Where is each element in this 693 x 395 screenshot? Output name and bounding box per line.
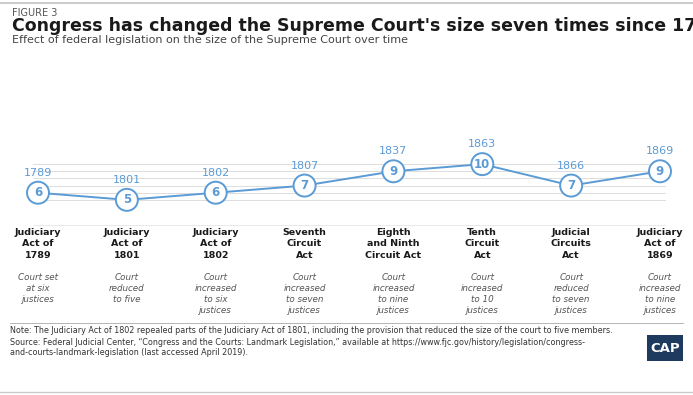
Circle shape [27,182,49,204]
Circle shape [204,182,227,204]
Text: Court
increased
to seven
justices: Court increased to seven justices [283,273,326,315]
Text: Seventh
Circuit
Act: Seventh Circuit Act [283,228,326,260]
Text: Congress has changed the Supreme Court's size seven times since 1789: Congress has changed the Supreme Court's… [12,17,693,35]
Text: 9: 9 [389,165,398,178]
Text: CAP: CAP [650,342,680,354]
FancyBboxPatch shape [647,335,683,361]
Circle shape [560,175,582,197]
Circle shape [116,189,138,211]
Text: 7: 7 [301,179,308,192]
Text: Judiciary
Act of
1802: Judiciary Act of 1802 [193,228,239,260]
Text: Effect of federal legislation on the size of the Supreme Court over time: Effect of federal legislation on the siz… [12,35,408,45]
Text: Court set
at six
justices: Court set at six justices [18,273,58,304]
Text: 1802: 1802 [202,168,230,178]
Text: Court
increased
to nine
justices: Court increased to nine justices [372,273,414,315]
Text: FIGURE 3: FIGURE 3 [12,8,58,18]
Text: Court
reduced
to seven
justices: Court reduced to seven justices [552,273,590,315]
Text: Court
increased
to six
justices: Court increased to six justices [195,273,237,315]
Circle shape [471,153,493,175]
Text: Court
increased
to 10
justices: Court increased to 10 justices [461,273,504,315]
Text: Tenth
Circuit
Act: Tenth Circuit Act [465,228,500,260]
Circle shape [294,175,315,197]
Text: Court
increased
to nine
justices: Court increased to nine justices [639,273,681,315]
Text: Judiciary
Act of
1789: Judiciary Act of 1789 [15,228,61,260]
Text: Eighth
and Ninth
Circuit Act: Eighth and Ninth Circuit Act [365,228,421,260]
Text: Court
reduced
to five: Court reduced to five [109,273,145,304]
Text: 1837: 1837 [379,146,407,156]
Text: 6: 6 [211,186,220,199]
Text: Source: Federal Judicial Center, “Congress and the Courts: Landmark Legislation,: Source: Federal Judicial Center, “Congre… [10,338,585,357]
Circle shape [649,160,671,182]
Text: 1869: 1869 [646,146,674,156]
Text: Judicial
Circuits
Act: Judicial Circuits Act [551,228,592,260]
Text: 1807: 1807 [290,161,319,171]
Text: 1866: 1866 [557,161,585,171]
Text: 9: 9 [656,165,664,178]
Text: 5: 5 [123,194,131,206]
Text: Judiciary
Act of
1869: Judiciary Act of 1869 [637,228,683,260]
Text: 10: 10 [474,158,491,171]
Text: Judiciary
Act of
1801: Judiciary Act of 1801 [104,228,150,260]
Circle shape [383,160,405,182]
Text: 6: 6 [34,186,42,199]
Text: Note: The Judiciary Act of 1802 repealed parts of the Judiciary Act of 1801, inc: Note: The Judiciary Act of 1802 repealed… [10,326,613,335]
Text: 1863: 1863 [468,139,496,149]
Text: 1801: 1801 [113,175,141,185]
Text: 7: 7 [567,179,575,192]
Text: 1789: 1789 [24,168,52,178]
